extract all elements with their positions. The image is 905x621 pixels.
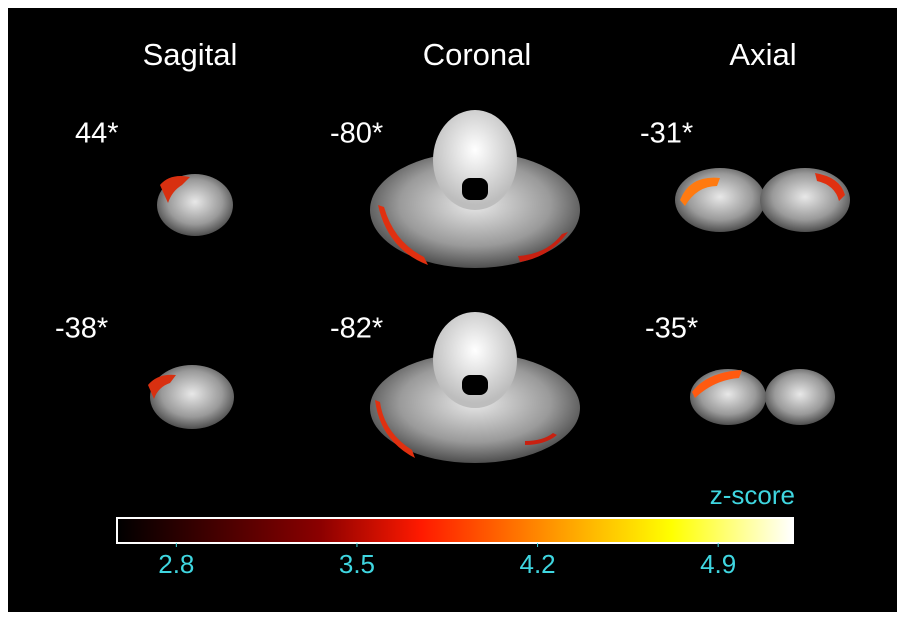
colorbar bbox=[117, 518, 793, 543]
colorbar-tick-label: 4.9 bbox=[700, 549, 736, 579]
colorbar-tick-label: 4.2 bbox=[519, 549, 555, 579]
slice-label: -38* bbox=[55, 313, 108, 345]
slice-label: 44* bbox=[75, 118, 119, 150]
colorbar-tick-label: 3.5 bbox=[339, 549, 375, 579]
slice-label: -82* bbox=[330, 313, 383, 345]
view-header: Axial bbox=[729, 37, 796, 72]
slice-label: -80* bbox=[330, 118, 383, 150]
colorbar-title: z-score bbox=[710, 480, 795, 510]
slice-label: -31* bbox=[640, 118, 693, 150]
colorbar-tick-label: 2.8 bbox=[158, 549, 194, 579]
slice-label: -35* bbox=[645, 313, 698, 345]
figure: Sagital Coronal Axial 44* -80* -31* -38*… bbox=[0, 0, 905, 621]
view-header: Sagital bbox=[143, 37, 238, 72]
view-header: Coronal bbox=[423, 37, 532, 72]
